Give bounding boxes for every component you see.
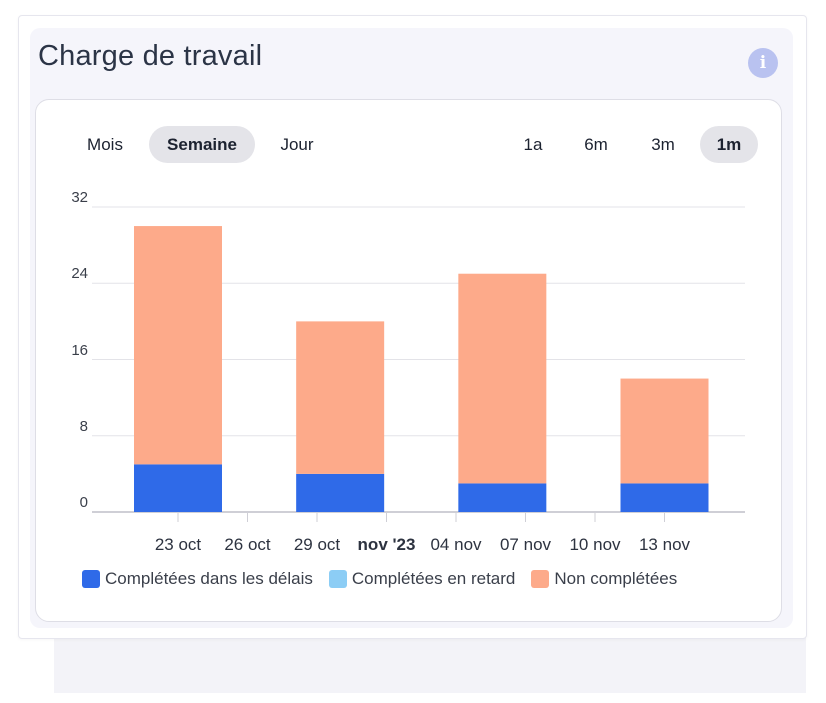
x-tick-label: 07 nov [499, 535, 552, 554]
bar-segment[interactable] [620, 378, 709, 484]
legend-swatch-late [328, 570, 347, 588]
bar-segment[interactable] [296, 473, 385, 512]
legend-item-on-time[interactable]: Complétées dans les délais [82, 569, 313, 589]
x-tick-label: 04 nov [430, 535, 482, 554]
x-tick-label: 29 oct [293, 535, 341, 554]
tab-mois[interactable]: Mois [87, 134, 123, 154]
y-tick-label: 32 [71, 189, 88, 206]
range-1a[interactable]: 1a [523, 134, 543, 154]
legend-swatch-on-time [82, 570, 100, 588]
widget-title: Charge de travail [38, 40, 263, 72]
range-1m[interactable]: 1m [700, 126, 758, 163]
legend-swatch-not-completed [531, 570, 550, 588]
bars [134, 226, 709, 512]
tab-jour[interactable]: Jour [280, 134, 314, 154]
y-tick-label: 8 [79, 417, 88, 435]
bar-segment[interactable] [296, 321, 385, 474]
bar-segment[interactable] [134, 226, 222, 465]
tab-semaine[interactable]: Semaine [149, 126, 255, 163]
legend-item-late[interactable]: Complétées en retard [328, 569, 516, 589]
legend-label-on-time: Complétées dans les délais [105, 569, 313, 588]
x-tick-label: 10 nov [569, 535, 621, 554]
legend-item-not-completed[interactable]: Non complétées [531, 569, 677, 589]
bar-segment[interactable] [458, 483, 547, 512]
legend: Complétées dans les délais Complétées en… [82, 569, 693, 589]
legend-label-not-completed: Non complétées [554, 569, 678, 588]
bar-segment[interactable] [134, 464, 222, 512]
range-3m[interactable]: 3m [651, 134, 675, 154]
info-icon[interactable]: i [748, 48, 778, 78]
y-tick-label: 0 [79, 494, 88, 511]
legend-label-late: Complétées en retard [351, 569, 516, 588]
y-tick-label: 24 [71, 265, 88, 283]
x-tick-marks [177, 512, 665, 522]
background-strip [54, 638, 806, 693]
y-tick-label: 16 [71, 341, 88, 359]
x-tick-label: 26 oct [224, 535, 271, 554]
x-tick-label: nov '23 [357, 535, 416, 554]
x-tick-label: 13 nov [638, 535, 691, 554]
bar-segment[interactable] [620, 483, 709, 512]
bar-segment[interactable] [458, 273, 547, 484]
range-6m[interactable]: 6m [584, 134, 608, 154]
x-tick-label: 23 oct [154, 535, 202, 554]
